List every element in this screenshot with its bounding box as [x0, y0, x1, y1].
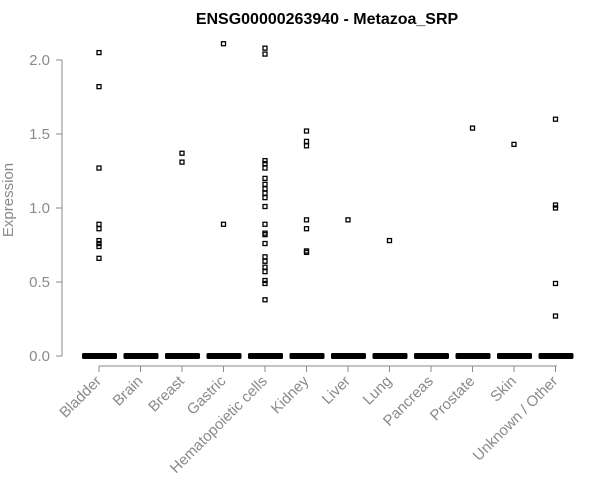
data-point-breast [179, 150, 185, 156]
data-point-bladder [96, 243, 102, 250]
chart-title: ENSG00000263940 - Metazoa_SRP [196, 11, 459, 28]
data-point-hematopoietic-cells [262, 264, 268, 270]
data-point-kidney [303, 128, 310, 134]
data-points [96, 41, 559, 319]
data-point-hematopoietic-cells [262, 297, 268, 303]
data-point-hematopoietic-cells [262, 181, 268, 187]
data-point-hematopoietic-cells [262, 231, 268, 238]
data-point-kidney [303, 217, 310, 223]
zero-cluster-brain [123, 353, 159, 359]
zero-cluster-kidney [289, 353, 325, 359]
zero-cluster-skin [497, 353, 532, 359]
data-point-unknown-other [552, 205, 559, 211]
data-point-hematopoietic-cells [262, 254, 268, 260]
y-axis-label: Expression [0, 163, 17, 237]
data-point-unknown-other [552, 313, 559, 319]
data-point-hematopoietic-cells [262, 190, 268, 196]
zero-cluster-pancreas [414, 353, 449, 359]
data-point-bladder [96, 226, 102, 232]
y-tick-label: 1.5 [29, 126, 50, 143]
data-point-lung [386, 237, 393, 244]
x-tick-label-liver: Liver [319, 373, 354, 408]
data-point-hematopoietic-cells [262, 165, 268, 171]
data-point-unknown-other [552, 116, 559, 122]
x-tick-label-breast: Breast [145, 372, 188, 415]
data-point-kidney [303, 249, 310, 256]
zero-cluster-gastric [206, 353, 242, 359]
zero-cluster-hematopoietic-cells [248, 353, 283, 359]
x-tick-label-skin: Skin [487, 373, 520, 406]
y-tick-label: 2.0 [29, 52, 50, 69]
data-point-unknown-other [552, 280, 559, 287]
y-tick-label: 0.5 [29, 274, 50, 291]
data-point-breast [179, 159, 185, 165]
x-tick-label-prostate: Prostate [427, 373, 479, 425]
data-point-liver [345, 217, 351, 223]
y-tick-label: 0.0 [29, 348, 50, 365]
x-tick-label-bladder: Bladder [56, 373, 105, 422]
zero-cluster-liver [331, 353, 366, 359]
data-point-hematopoietic-cells [262, 280, 268, 287]
data-point-hematopoietic-cells [262, 186, 268, 192]
data-point-hematopoietic-cells [262, 194, 268, 201]
y-axis-ticks: 0.0 0.5 1.0 1.5 2.0 [29, 52, 62, 365]
zero-cluster-breast [165, 353, 200, 359]
data-point-gastric [220, 41, 227, 47]
data-point-bladder [96, 221, 102, 227]
data-point-hematopoietic-cells [262, 203, 268, 210]
data-point-hematopoietic-cells [262, 160, 268, 167]
data-point-bladder [96, 237, 102, 244]
data-point-bladder [96, 165, 102, 171]
data-point-bladder [96, 255, 102, 261]
zero-value-clusters [82, 353, 574, 359]
data-point-bladder [96, 240, 102, 247]
zero-cluster-bladder [82, 353, 117, 359]
data-point-bladder [96, 49, 102, 56]
data-point-hematopoietic-cells [262, 240, 268, 247]
data-point-bladder [96, 83, 102, 90]
data-point-kidney [303, 226, 310, 232]
x-tick-label-brain: Brain [110, 373, 147, 410]
data-point-hematopoietic-cells [262, 277, 268, 284]
x-tick-label-lung: Lung [360, 373, 396, 409]
data-point-hematopoietic-cells [262, 221, 268, 227]
data-point-kidney [303, 143, 310, 149]
data-point-unknown-other [552, 202, 559, 208]
data-point-gastric [220, 221, 227, 227]
y-tick-label: 1.0 [29, 200, 50, 217]
x-tick-marks [98, 366, 556, 372]
zero-cluster-unknown-other [538, 353, 574, 359]
data-point-hematopoietic-cells [262, 268, 268, 275]
x-tick-label-kidney: Kidney [268, 372, 313, 417]
zero-cluster-lung [372, 353, 408, 359]
data-point-prostate [469, 125, 476, 131]
data-point-skin [511, 141, 517, 148]
data-point-hematopoietic-cells [262, 157, 268, 164]
data-point-hematopoietic-cells [262, 45, 268, 51]
y-tick-marks [56, 59, 62, 357]
data-point-hematopoietic-cells [262, 51, 268, 57]
data-point-kidney [303, 138, 310, 145]
data-point-hematopoietic-cells [262, 175, 268, 182]
data-point-hematopoietic-cells [262, 258, 268, 264]
zero-cluster-prostate [455, 353, 491, 359]
